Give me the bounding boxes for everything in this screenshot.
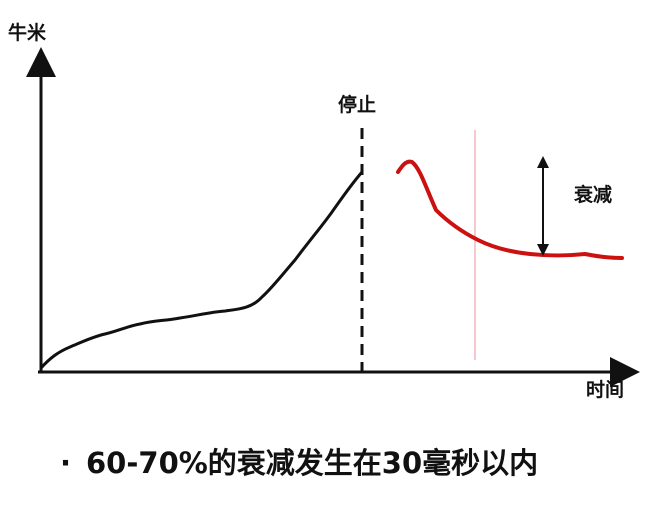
note-text: 60-70%的衰减发生在30毫秒以内 (86, 446, 539, 480)
y-axis-label: 牛米 (8, 22, 47, 44)
decay-curve (396, 159, 624, 260)
bullet-point: · (60, 446, 72, 480)
decay-arrow-head-bottom (537, 244, 549, 256)
plot-area (26, 47, 640, 387)
stop-label: 停止 (338, 94, 377, 116)
decay-label: 衰减 (574, 184, 613, 206)
decay-arrow-head-top (537, 156, 549, 168)
x-axis-label: 时间 (586, 379, 625, 401)
bullet-note: · 60-70%的衰减发生在30毫秒以内 (60, 440, 538, 482)
buildup-curve (39, 171, 364, 370)
